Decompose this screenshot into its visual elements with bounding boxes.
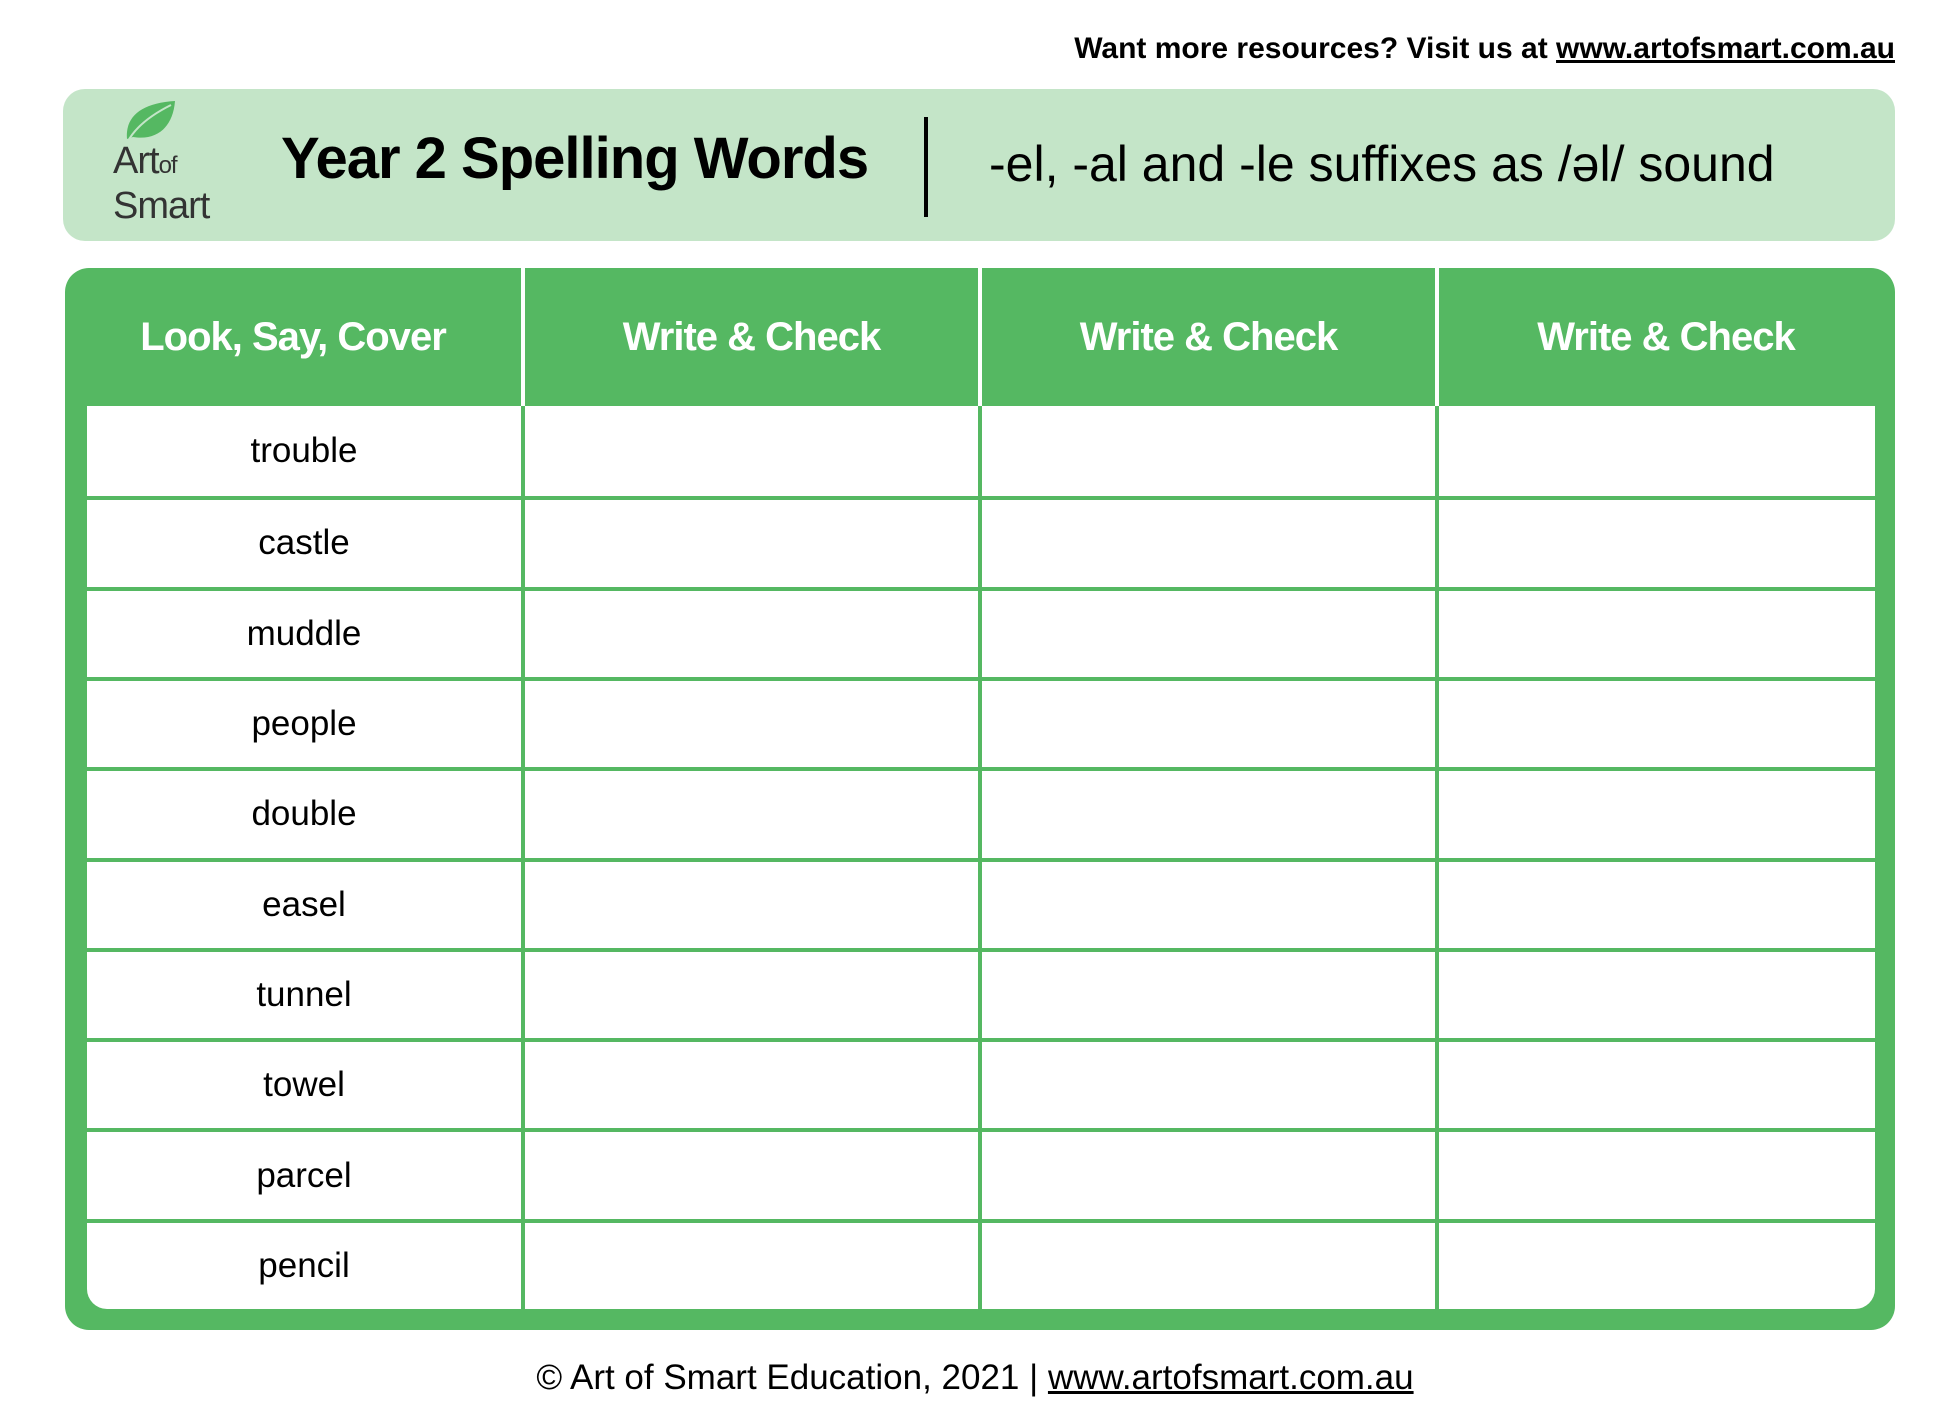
resources-text: Want more resources? Visit us at bbox=[1074, 32, 1557, 65]
write-check-cell-2[interactable] bbox=[982, 1223, 1435, 1309]
page-subtitle: -el, -al and -le suffixes as /əl/ sound bbox=[989, 136, 1775, 192]
write-check-cell-2[interactable] bbox=[982, 681, 1435, 767]
write-check-cell-3[interactable] bbox=[1439, 500, 1875, 586]
copyright-text: © Art of Smart Education, 2021 | bbox=[536, 1358, 1048, 1397]
column-divider bbox=[521, 406, 525, 1309]
spelling-table: Look, Say, Cover Write & Check Write & C… bbox=[65, 268, 1895, 1330]
website-link[interactable]: www.artofsmart.com.au bbox=[1556, 32, 1895, 65]
write-check-cell-1[interactable] bbox=[525, 862, 978, 948]
spelling-word: double bbox=[251, 794, 357, 834]
write-check-cell-2[interactable] bbox=[982, 500, 1435, 586]
write-check-cell-1[interactable] bbox=[525, 1223, 978, 1309]
write-check-cell-2[interactable] bbox=[982, 771, 1435, 857]
write-check-cell-3[interactable] bbox=[1439, 406, 1875, 496]
spelling-word: trouble bbox=[250, 431, 358, 471]
page-title: Year 2 Spelling Words bbox=[281, 126, 869, 191]
write-check-cell-3[interactable] bbox=[1439, 952, 1875, 1038]
column-divider bbox=[978, 406, 982, 1309]
write-check-cell-2[interactable] bbox=[982, 862, 1435, 948]
write-check-cell-1[interactable] bbox=[525, 1132, 978, 1218]
spelling-word: people bbox=[251, 704, 357, 744]
write-check-cell-1[interactable] bbox=[525, 952, 978, 1038]
write-check-cell-3[interactable] bbox=[1439, 862, 1875, 948]
footer: © Art of Smart Education, 2021 | www.art… bbox=[0, 1358, 1950, 1398]
write-check-cell-1[interactable] bbox=[525, 406, 978, 496]
write-check-cell-1[interactable] bbox=[525, 500, 978, 586]
write-check-cell-2[interactable] bbox=[982, 406, 1435, 496]
write-check-cell-1[interactable] bbox=[525, 591, 978, 677]
logo-smart: Smart bbox=[113, 185, 210, 227]
write-check-cell-3[interactable] bbox=[1439, 681, 1875, 767]
write-check-cell-3[interactable] bbox=[1439, 1042, 1875, 1128]
logo-text: Artof Smart bbox=[113, 140, 210, 227]
logo-art: Art bbox=[113, 140, 160, 182]
spelling-word: pencil bbox=[258, 1245, 350, 1285]
logo-of: of bbox=[158, 152, 178, 179]
header-look-say-cover: Look, Say, Cover bbox=[140, 314, 447, 359]
title-banner: Artof Smart Year 2 Spelling Words -el, -… bbox=[63, 89, 1895, 241]
spelling-word: muddle bbox=[246, 613, 362, 653]
logo: Artof Smart bbox=[113, 101, 243, 229]
write-check-cell-1[interactable] bbox=[525, 771, 978, 857]
write-check-cell-3[interactable] bbox=[1439, 1223, 1875, 1309]
header-write-check-3: Write & Check bbox=[1537, 314, 1795, 359]
write-check-cell-3[interactable] bbox=[1439, 591, 1875, 677]
spelling-word: castle bbox=[258, 523, 350, 563]
spelling-word: easel bbox=[262, 884, 346, 924]
footer-website-link[interactable]: www.artofsmart.com.au bbox=[1047, 1358, 1414, 1397]
table-body: pencil parcel towel tunnel easel double people… bbox=[87, 406, 1875, 1309]
table-row: trouble bbox=[87, 406, 1875, 496]
header-write-check-1: Write & Check bbox=[622, 314, 881, 359]
spelling-word: parcel bbox=[256, 1155, 352, 1195]
spelling-word: tunnel bbox=[256, 974, 352, 1014]
title-divider bbox=[924, 117, 928, 217]
spelling-word: towel bbox=[263, 1065, 345, 1105]
write-check-cell-1[interactable] bbox=[525, 681, 978, 767]
resources-link-line: Want more resources? Visit us at www.art… bbox=[1074, 32, 1895, 66]
write-check-cell-1[interactable] bbox=[525, 1042, 978, 1128]
write-check-cell-3[interactable] bbox=[1439, 1132, 1875, 1218]
leaf-icon bbox=[126, 101, 175, 144]
header-write-check-2: Write & Check bbox=[1079, 314, 1338, 359]
column-divider bbox=[1435, 406, 1439, 1309]
write-check-cell-2[interactable] bbox=[982, 952, 1435, 1038]
write-check-cell-3[interactable] bbox=[1439, 771, 1875, 857]
write-check-cell-2[interactable] bbox=[982, 1132, 1435, 1218]
write-check-cell-2[interactable] bbox=[982, 1042, 1435, 1128]
write-check-cell-2[interactable] bbox=[982, 591, 1435, 677]
